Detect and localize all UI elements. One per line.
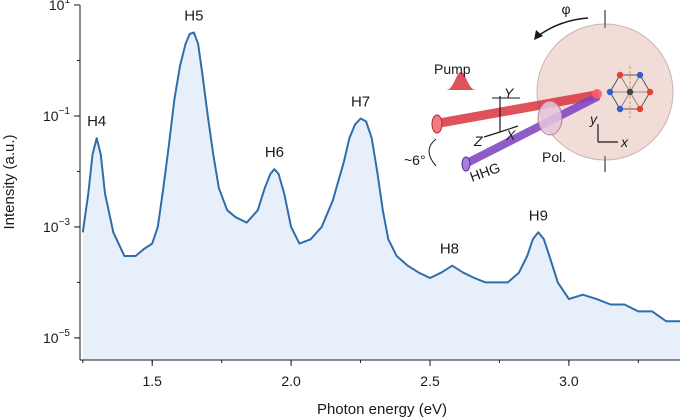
lattice-atom	[636, 105, 644, 113]
lattice-atom	[636, 71, 644, 79]
hhg-beam	[464, 93, 600, 167]
angle-label: ~6°	[404, 152, 426, 168]
x-tick-label: 1.5	[142, 373, 162, 389]
harmonic-label-h4: H4	[87, 113, 106, 130]
lattice-atom	[616, 71, 624, 79]
crystal-x-label: x	[620, 134, 629, 150]
lattice-atom	[626, 88, 634, 96]
lab-x-label: X	[505, 127, 516, 143]
polarizer	[537, 100, 563, 136]
harmonic-label-h8: H8	[440, 241, 459, 258]
pump-pulse-icon	[446, 72, 476, 90]
crystal-lattice	[606, 66, 654, 118]
angle-arc	[428, 138, 437, 167]
y-tick-label: 10−1	[43, 106, 70, 124]
spectrum-fill-area	[82, 32, 681, 360]
y-axis-title: Intensity (a.u.)	[1, 134, 18, 229]
lattice-atom	[606, 88, 614, 96]
lattice-atom	[616, 105, 624, 113]
plot-area	[81, 31, 681, 360]
x-axis-ticks: 1.5 2.0 2.5 3.0	[82, 360, 639, 389]
rotation-arrow	[537, 17, 589, 37]
x-tick-label: 2.0	[281, 373, 301, 389]
lab-x-axis	[499, 125, 519, 133]
harmonic-labels: H4 H5 H6 H7 H8 H9	[87, 7, 548, 257]
y-tick-label: 10−3	[43, 217, 70, 235]
x-axis-title: Photon energy (eV)	[317, 401, 447, 418]
lab-y-label: Y	[504, 85, 515, 101]
y-tick-label: 10−5	[43, 328, 70, 346]
polarizer-label: Pol.	[542, 149, 566, 165]
x-tick-label: 3.0	[559, 373, 579, 389]
crystal-y-label: y	[589, 111, 598, 127]
experiment-inset: φ y x Pump Pol.	[404, 1, 674, 185]
phi-label: φ	[561, 1, 570, 17]
lattice-atom	[646, 88, 654, 96]
harmonic-label-h9: H9	[529, 207, 548, 224]
pump-beam-end	[431, 114, 443, 134]
lab-z-axis	[483, 131, 501, 138]
y-axis-ticks: 101 10−1 10−3 10−5	[43, 0, 80, 346]
lab-z-label: Z	[473, 133, 483, 149]
pump-beam	[436, 90, 600, 128]
pump-label: Pump	[434, 61, 471, 77]
harmonic-label-h5: H5	[184, 7, 203, 24]
focus-spot	[592, 89, 602, 99]
harmonic-label-h6: H6	[265, 144, 284, 161]
y-tick-label: 101	[49, 0, 71, 13]
rotation-arrowhead	[534, 30, 543, 40]
harmonic-label-h7: H7	[351, 94, 370, 111]
hhg-beam-end	[461, 156, 471, 172]
x-tick-label: 2.5	[420, 373, 440, 389]
spectrum-line	[81, 31, 680, 323]
